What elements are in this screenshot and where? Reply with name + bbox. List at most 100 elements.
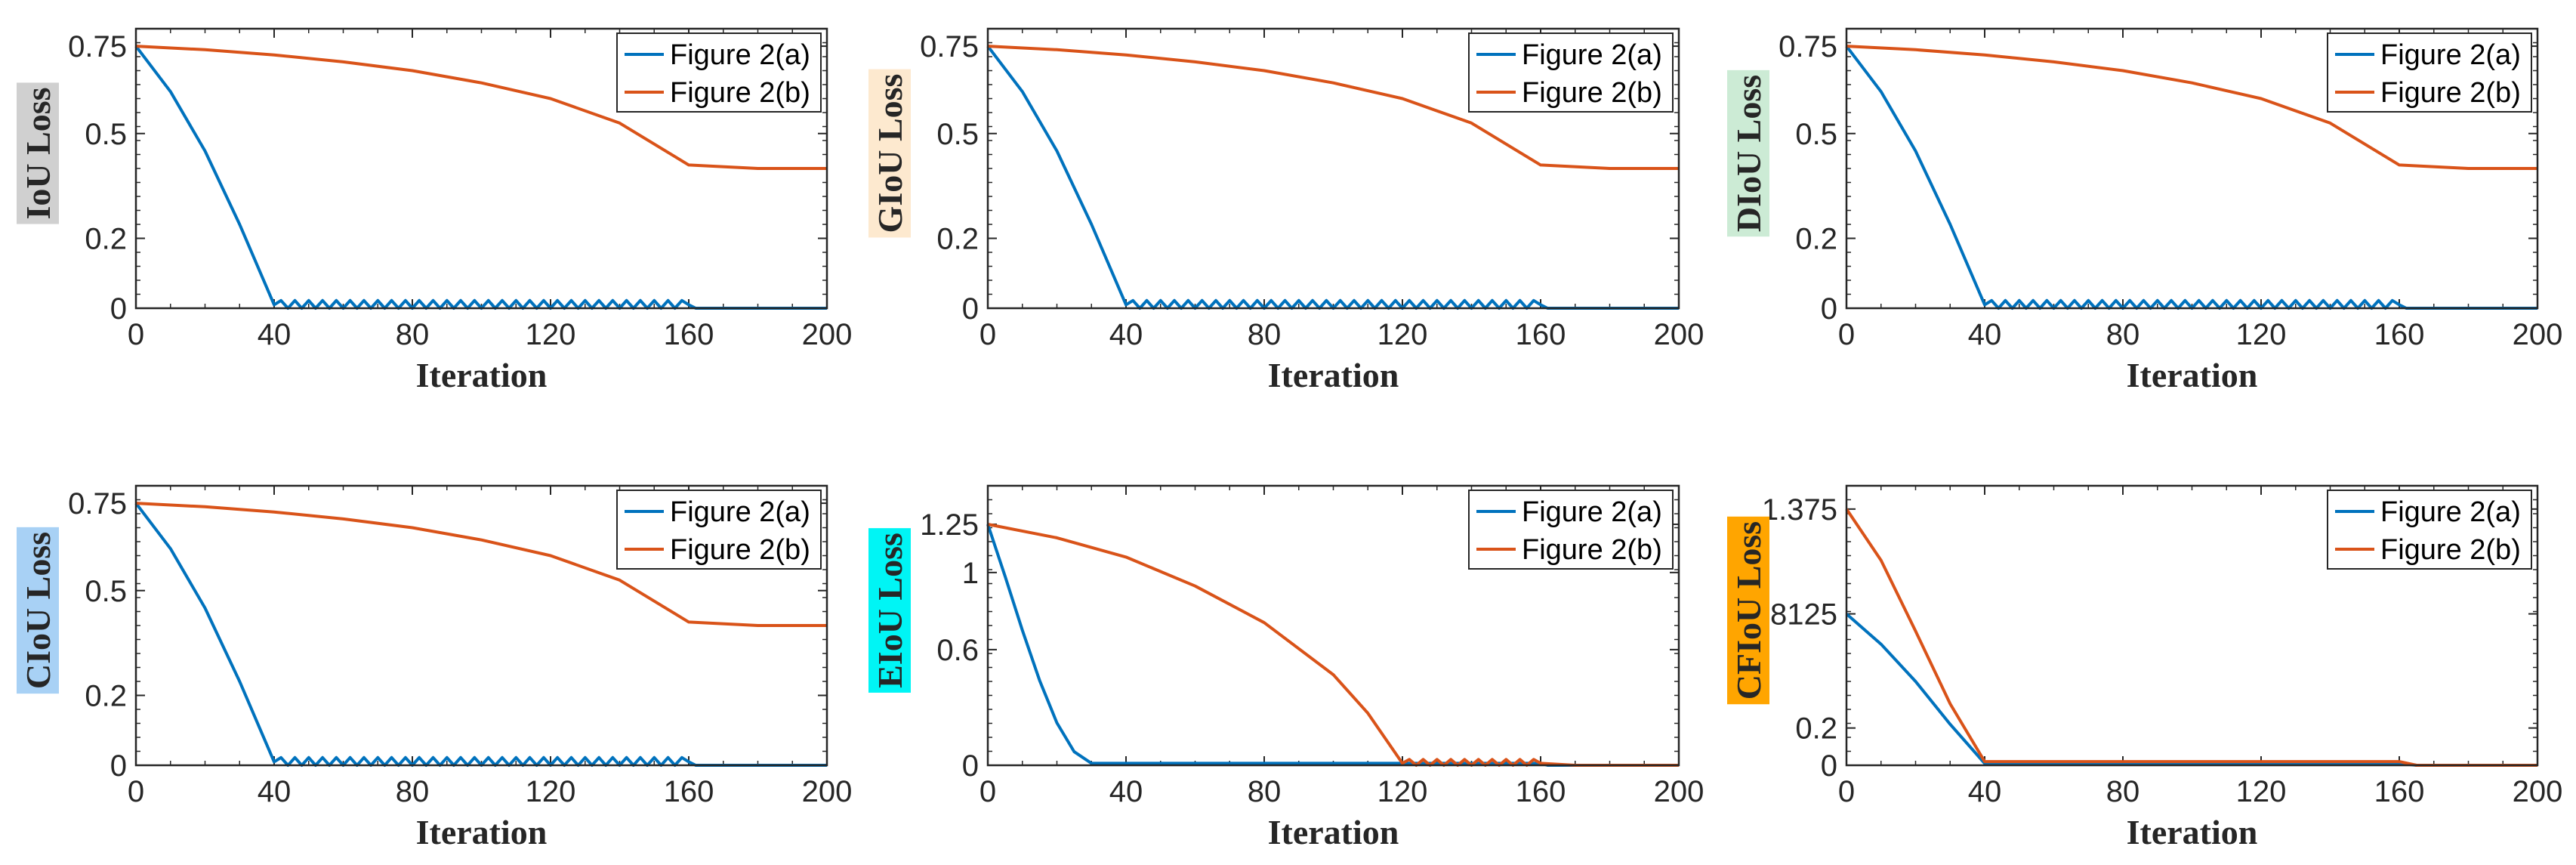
x-tick-label: 80 — [396, 318, 430, 351]
x-tick-label: 0 — [1838, 318, 1855, 351]
x-tick-label: 80 — [396, 775, 430, 808]
y-tick-label: 0.75 — [920, 30, 979, 63]
x-tick-label: 200 — [2513, 775, 2563, 808]
y-tick-label: 1 — [962, 557, 979, 590]
axes-box — [1845, 27, 2539, 310]
legend: Figure 2(a) Figure 2(b) — [2327, 490, 2532, 570]
y-axis-label: DIoU Loss — [1729, 75, 1768, 232]
y-tick-label: 0 — [1821, 749, 1837, 783]
legend: Figure 2(a) Figure 2(b) — [616, 490, 822, 570]
y-tick-label: 0.2 — [85, 223, 127, 256]
legend: Figure 2(a) Figure 2(b) — [1468, 32, 1674, 113]
x-axis-label: Iteration — [2127, 813, 2258, 851]
series-line-a — [1845, 45, 2537, 310]
x-tick-label: 160 — [664, 775, 714, 808]
series-line-b — [987, 45, 1679, 170]
y-axis-label-background — [868, 528, 911, 693]
y-tick-label: 0.5 — [1795, 118, 1837, 151]
x-tick-label: 0 — [128, 318, 144, 351]
chart-panel: 0 40 80 120 160 200 0 0.2 0.5 0.75 Iteration GIoU L… — [868, 27, 1704, 394]
series-line-b — [1846, 45, 2537, 170]
legend-box — [2327, 490, 2532, 570]
legend-label: Figure 2(b) — [2380, 77, 2521, 109]
chart-panel: 0 40 80 120 160 20000.20.81251.375IterationCF… — [1727, 484, 2563, 851]
legend-box — [2327, 32, 2532, 113]
x-tick-label: 200 — [802, 775, 853, 808]
x-axis-label: Iteration — [416, 356, 548, 394]
legend-box — [1468, 490, 1674, 570]
y-tick-label: 0 — [1821, 292, 1837, 326]
y-tick-label: 0.5 — [936, 118, 979, 151]
x-tick-label: 120 — [1377, 775, 1428, 808]
y-axis-label-group: CIoU Loss — [17, 527, 59, 694]
x-tick-label: 120 — [526, 318, 576, 351]
legend-label: Figure 2(a) — [2380, 496, 2521, 528]
x-tick-label: 40 — [258, 775, 292, 808]
x-tick-label: 40 — [1109, 318, 1143, 351]
axes-box — [134, 484, 828, 767]
x-tick-label: 160 — [2374, 775, 2425, 808]
x-axis-label: Iteration — [1268, 813, 1399, 851]
x-tick-label: 200 — [1654, 775, 1704, 808]
chart-panel: 0 40 80 120 160 200 0 0.2 0.5 0.75 Iteration CIoU L… — [17, 484, 853, 851]
legend: Figure 2(a) Figure 2(b) — [1468, 490, 1674, 570]
y-tick-label: 0.75 — [68, 30, 127, 63]
legend-label: Figure 2(b) — [670, 534, 810, 566]
x-tick-label: 80 — [1248, 775, 1282, 808]
x-tick-label: 120 — [2236, 318, 2287, 351]
y-tick-label: 0.75 — [68, 487, 127, 521]
x-tick-label: 40 — [258, 318, 292, 351]
series-line-b — [135, 502, 827, 627]
y-axis-label-background — [1727, 70, 1769, 237]
legend-label: Figure 2(a) — [2380, 39, 2521, 71]
x-axis-label: Iteration — [1268, 356, 1399, 394]
series-line-a — [986, 45, 1679, 310]
legend-label: Figure 2(b) — [670, 77, 810, 109]
y-axis-label: CFIoU Loss — [1729, 521, 1768, 700]
axes-box — [134, 27, 828, 310]
y-tick-label: 0.5 — [85, 575, 127, 608]
x-tick-label: 160 — [1516, 318, 1566, 351]
y-tick-label: 0.6 — [936, 634, 979, 667]
x-tick-label: 0 — [979, 318, 996, 351]
x-axis-label: Iteration — [2127, 356, 2258, 394]
chart-panel: 0 40 80 120 160 200 0 0.2 0.5 0.75 Iteration IoU Lo… — [17, 27, 853, 394]
axes-box — [986, 484, 1680, 767]
legend-label: Figure 2(b) — [1522, 534, 1662, 566]
y-tick-label: 0 — [962, 749, 979, 783]
x-tick-label: 40 — [1968, 775, 2002, 808]
y-tick-label: 1.25 — [920, 508, 979, 542]
x-tick-label: 120 — [1377, 318, 1428, 351]
x-tick-label: 0 — [128, 775, 144, 808]
legend-label: Figure 2(a) — [670, 496, 810, 528]
series-line-b — [987, 523, 1679, 767]
chart-panel: 0 40 80 120 160 200 0 0.6 1 1.25 Iteration EIoU Los… — [868, 484, 1704, 851]
y-axis-label: GIoU Loss — [871, 74, 909, 233]
x-tick-label: 160 — [2374, 318, 2425, 351]
legend-box — [616, 32, 822, 113]
legend-box — [616, 490, 822, 570]
y-axis-label-group: DIoU Loss — [1727, 70, 1769, 237]
y-axis-label: CIoU Loss — [19, 532, 57, 689]
y-axis-label: EIoU Loss — [871, 533, 909, 688]
x-tick-label: 200 — [802, 318, 853, 351]
y-tick-label: 0.5 — [85, 118, 127, 151]
y-tick-label: 0.2 — [1795, 712, 1837, 746]
legend: Figure 2(a) Figure 2(b) — [2327, 32, 2532, 113]
y-tick-label: 0.2 — [936, 223, 979, 256]
x-tick-label: 120 — [2236, 775, 2287, 808]
y-axis-label-group: CFIoU Loss — [1727, 516, 1769, 705]
legend: Figure 2(a) Figure 2(b) — [616, 32, 822, 113]
x-tick-label: 200 — [2513, 318, 2563, 351]
axes-box — [986, 27, 1680, 310]
legend-label: Figure 2(a) — [670, 39, 810, 71]
y-axis-label-group: IoU Loss — [17, 82, 59, 224]
x-tick-label: 0 — [1838, 775, 1855, 808]
y-axis-label-background — [868, 69, 911, 238]
legend-label: Figure 2(a) — [1522, 496, 1662, 528]
legend-label: Figure 2(b) — [2380, 534, 2521, 566]
y-axis-label-background — [17, 82, 59, 224]
legend-box — [1468, 32, 1674, 113]
y-axis-label-background — [1727, 516, 1769, 705]
y-tick-label: 0 — [110, 292, 127, 326]
